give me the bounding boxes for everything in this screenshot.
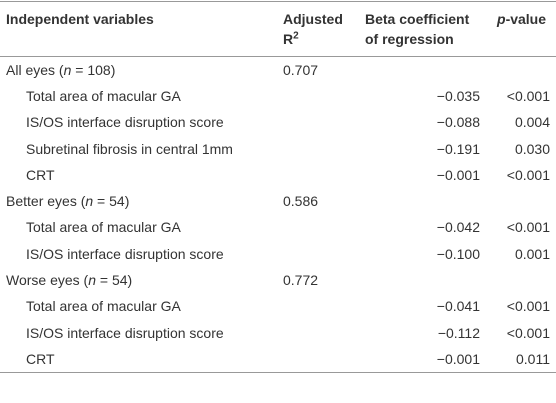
- variable: Total area of macular GA: [26, 87, 181, 104]
- p-value: <0.001: [506, 298, 550, 315]
- variable-row: IS/OS interface disruption score −0.100 0.…: [0, 241, 556, 267]
- empty-cell: [276, 293, 356, 319]
- p-value: <0.001: [506, 219, 550, 236]
- empty-cell: [356, 57, 480, 83]
- empty-cell: [276, 83, 356, 109]
- empty-cell: [276, 162, 356, 188]
- variable-row: IS/OS interface disruption score −0.112 <0…: [0, 319, 556, 345]
- beta: −0.088: [436, 114, 480, 131]
- empty-cell: [276, 135, 356, 161]
- p-value: 0.001: [514, 245, 550, 262]
- variable-row: IS/OS interface disruption score −0.088 0.…: [0, 109, 556, 135]
- empty-cell: [480, 188, 556, 214]
- beta: −0.001: [436, 166, 480, 183]
- header-cell: Beta coefficient of regression: [356, 2, 480, 57]
- p-value: 0.030: [514, 140, 550, 157]
- adjusted-r2: 0.772: [283, 272, 319, 289]
- variable: IS/OS interface disruption score: [26, 114, 224, 131]
- variable: CRT: [26, 166, 55, 183]
- beta: −0.042: [436, 219, 480, 236]
- header-superscript: 2: [293, 30, 299, 42]
- header-cell: Adjusted R2: [276, 2, 356, 57]
- table-body: All eyes (n = 108) 0.707 Total area of mac…: [0, 57, 556, 373]
- variable-row: Total area of macular GA −0.041 <0.001: [0, 293, 556, 319]
- variable: Total area of macular GA: [26, 298, 181, 315]
- group-label-part: All eyes (: [6, 61, 64, 78]
- header-text: Independent variables: [6, 11, 154, 27]
- group-row: Worse eyes (n = 54) 0.772: [0, 267, 556, 293]
- empty-cell: [480, 57, 556, 83]
- beta: −0.041: [436, 298, 480, 315]
- beta: −0.100: [436, 245, 480, 262]
- header-text: Adjusted R: [283, 11, 343, 47]
- group-label-part: Better eyes (: [6, 193, 86, 210]
- beta: −0.191: [436, 140, 480, 157]
- header-italic: p: [497, 11, 506, 27]
- empty-cell: [276, 214, 356, 240]
- adjusted-r2: 0.586: [283, 193, 319, 210]
- group-label-part: n: [63, 61, 72, 78]
- variable-row: Subretinal fibrosis in central 1mm −0.191…: [0, 135, 556, 161]
- beta: −0.035: [436, 87, 480, 104]
- variable: Total area of macular GA: [26, 219, 181, 236]
- variable-row: CRT −0.001 <0.001: [0, 162, 556, 188]
- variable: IS/OS interface disruption score: [26, 245, 224, 262]
- table-header: Independent variables Adjusted R2 Beta c…: [0, 1, 556, 57]
- beta: −0.112: [437, 324, 480, 341]
- adjusted-r2: 0.707: [283, 61, 319, 78]
- header-text: Beta coefficient of regression: [365, 11, 470, 47]
- group-row: Better eyes (n = 54) 0.586: [0, 188, 556, 214]
- p-value: 0.011: [516, 350, 550, 367]
- group-label: Worse eyes (n = 54): [0, 267, 276, 293]
- variable-row: CRT −0.001 0.011: [0, 346, 556, 373]
- header-cell: p-value: [480, 2, 556, 57]
- empty-cell: [356, 188, 480, 214]
- header-cell: Independent variables: [0, 2, 276, 57]
- regression-table: Independent variables Adjusted R2 Beta c…: [0, 1, 556, 373]
- group-label-part: Worse eyes (: [6, 272, 89, 289]
- group-label-part: = 108): [71, 61, 116, 78]
- group-label-part: n: [85, 193, 94, 210]
- variable: Subretinal fibrosis in central 1mm: [26, 140, 233, 157]
- header-text: -value: [505, 11, 547, 27]
- group-label-part: n: [88, 272, 97, 289]
- p-value: <0.001: [506, 324, 550, 341]
- p-value: 0.004: [514, 114, 550, 131]
- beta: −0.001: [436, 350, 480, 367]
- empty-cell: [356, 267, 480, 293]
- group-label-part: = 54): [93, 193, 130, 210]
- variable: IS/OS interface disruption score: [26, 324, 224, 341]
- empty-cell: [276, 109, 356, 135]
- group-label: Better eyes (n = 54): [0, 188, 276, 214]
- group-label: All eyes (n = 108): [0, 57, 276, 83]
- variable-row: Total area of macular GA −0.042 <0.001: [0, 214, 556, 240]
- header-row: Independent variables Adjusted R2 Beta c…: [0, 1, 556, 57]
- p-value: <0.001: [506, 166, 550, 183]
- variable-row: Total area of macular GA −0.035 <0.001: [0, 83, 556, 109]
- empty-cell: [276, 241, 356, 267]
- empty-cell: [276, 346, 356, 372]
- group-label-part: = 54): [96, 272, 133, 289]
- group-row: All eyes (n = 108) 0.707: [0, 57, 556, 83]
- empty-cell: [480, 267, 556, 293]
- variable: CRT: [26, 350, 55, 367]
- empty-cell: [276, 319, 356, 345]
- p-value: <0.001: [506, 87, 550, 104]
